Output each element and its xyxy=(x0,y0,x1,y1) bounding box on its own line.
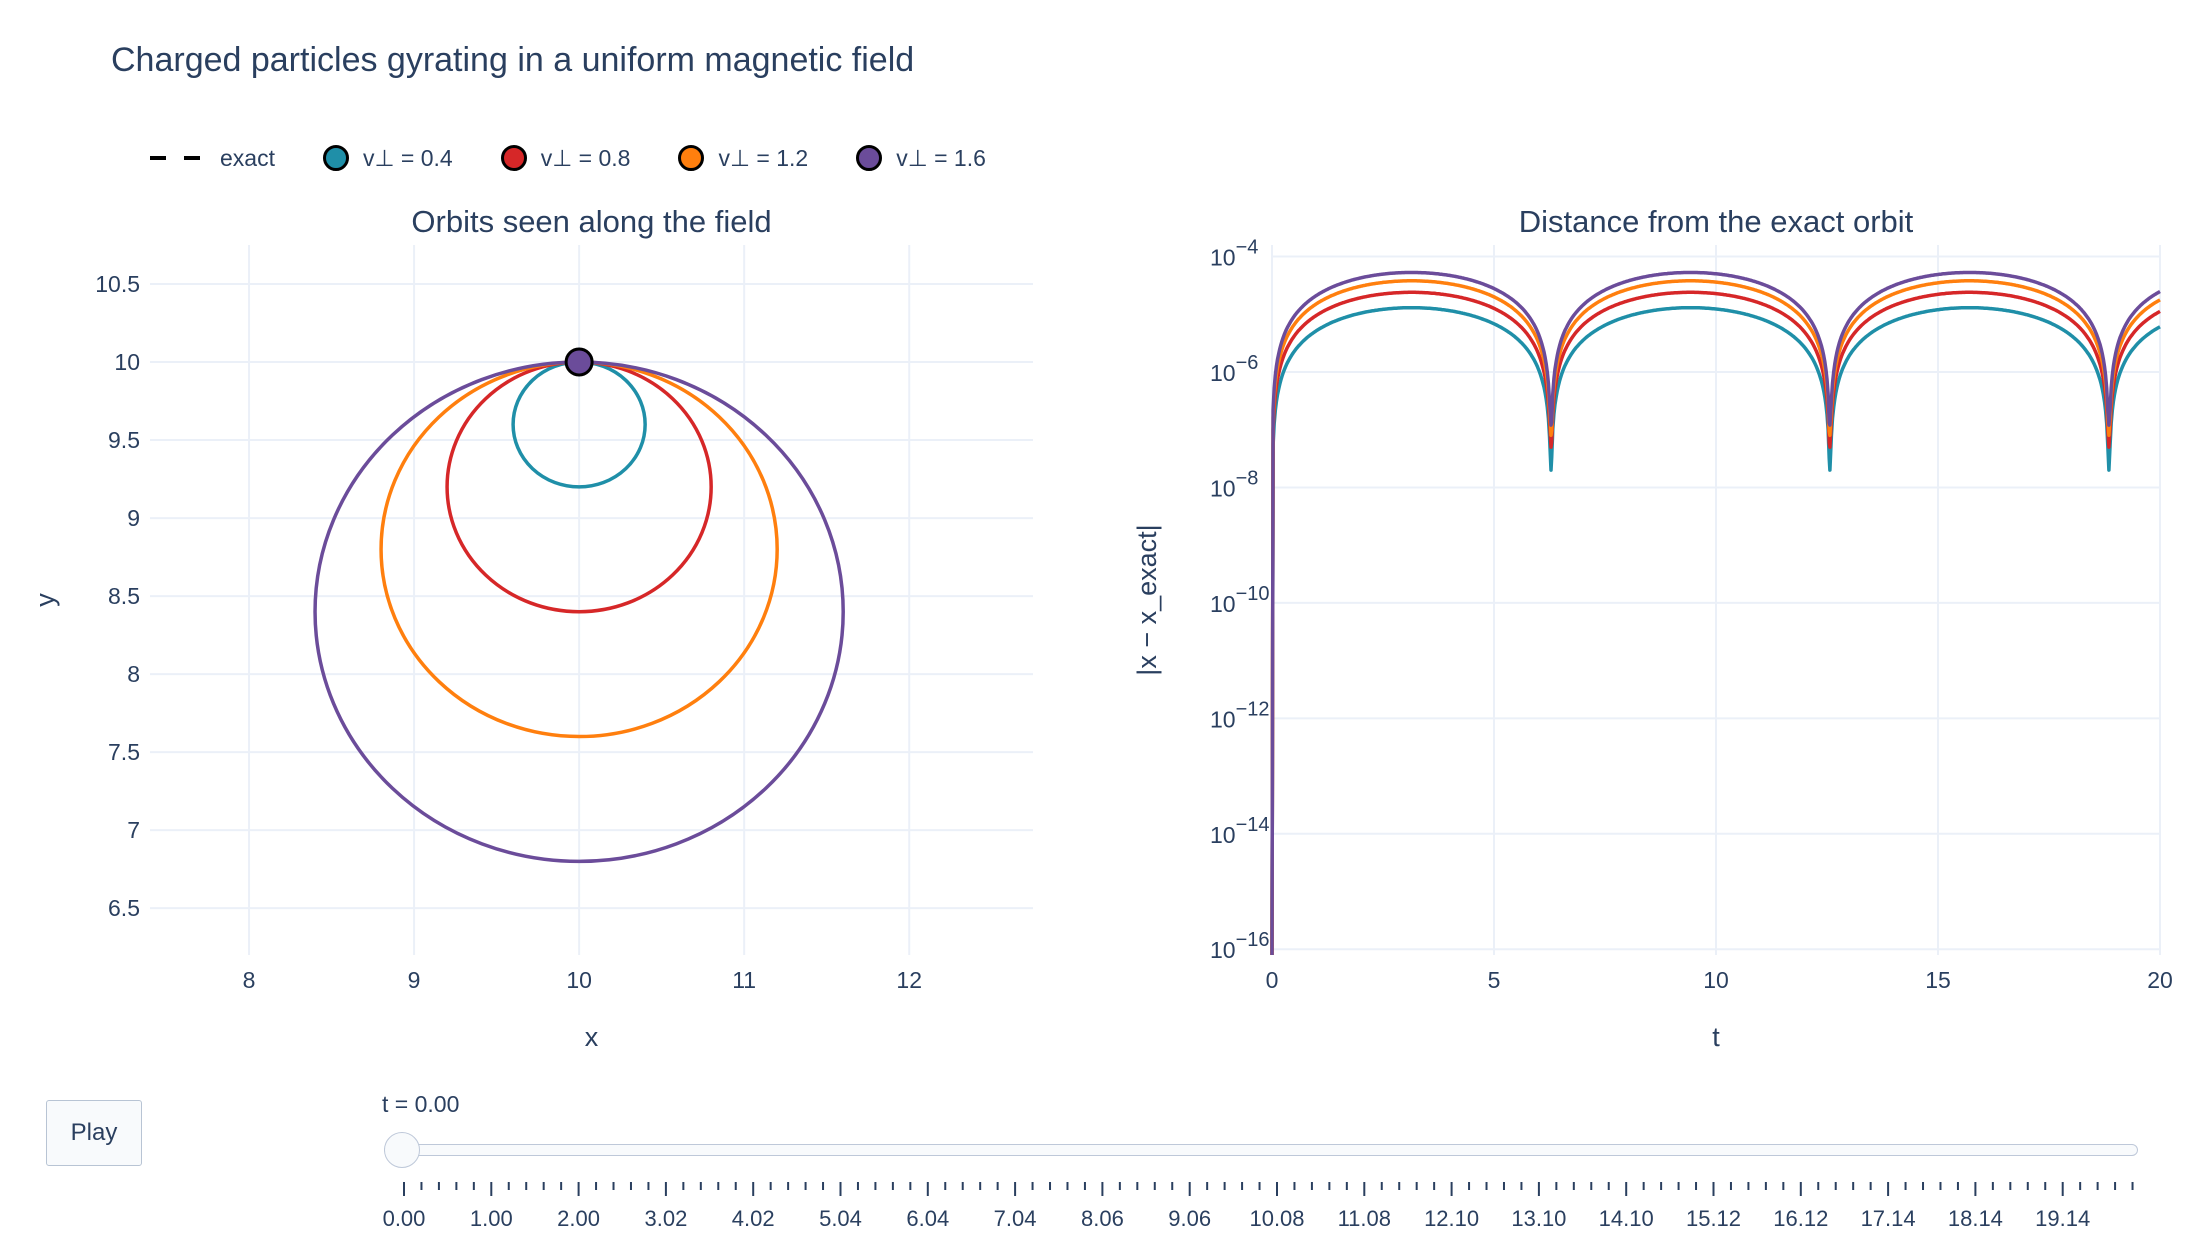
chart-title: Charged particles gyrating in a uniform … xyxy=(111,41,915,79)
y-tick-label: 10−6 xyxy=(1210,352,1258,386)
x-tick-label: 15 xyxy=(1925,967,1951,993)
x-tick-label: 12 xyxy=(896,967,922,993)
legend-marker-symbol xyxy=(678,145,705,171)
legend-item[interactable]: v⊥ = 1.2 xyxy=(668,145,808,172)
y-tick-label: 10−4 xyxy=(1210,237,1258,271)
legend-marker-symbol xyxy=(500,145,527,171)
y-tick-label: 9.5 xyxy=(108,427,140,453)
time-slider-rail[interactable] xyxy=(384,1144,2138,1156)
legend-marker-symbol xyxy=(856,145,883,171)
play-button[interactable]: Play xyxy=(46,1100,142,1166)
particle-marker xyxy=(564,347,594,377)
error-plot: Distance from the exact orbit 10−4 10−6 10−… xyxy=(1132,204,2173,1052)
legend-item[interactable]: v⊥ = 1.6 xyxy=(846,145,986,172)
legend-label: v⊥ = 1.2 xyxy=(718,144,809,171)
x-axis-label: t xyxy=(1712,1022,1720,1052)
y-tick-label: 6.5 xyxy=(108,895,140,921)
orbit-plot: Orbits seen along the field 6.5 7 7.5 8 8.5 9 9… xyxy=(30,204,1033,1052)
y-axis-label: y xyxy=(30,593,60,607)
y-tick-label: 10−16 xyxy=(1210,929,1270,963)
x-tick-label: 10 xyxy=(566,967,592,993)
x-tick-label: 0 xyxy=(1266,967,1279,993)
legend-label: exact xyxy=(220,144,275,171)
y-tick-label: 10 xyxy=(114,349,140,375)
error-trace xyxy=(1270,290,2161,956)
x-tick-label: 5 xyxy=(1488,967,1501,993)
y-tick-label: 8.5 xyxy=(108,583,140,609)
x-tick-label: 9 xyxy=(408,967,421,993)
legend-marker-symbol xyxy=(322,145,349,171)
y-tick-label: 10−8 xyxy=(1210,467,1258,501)
y-tick-label: 10−12 xyxy=(1210,698,1270,732)
slider-current-value: t = 0.00 xyxy=(382,1091,460,1117)
legend-item[interactable]: v⊥ = 0.4 xyxy=(313,145,453,172)
x-axis-label: x xyxy=(585,1022,599,1052)
y-tick-label: 7.5 xyxy=(108,739,140,765)
y-tick-label: 10−10 xyxy=(1210,583,1270,617)
time-slider-handle[interactable] xyxy=(384,1132,420,1168)
error-trace xyxy=(1270,305,2161,956)
x-tick-label: 20 xyxy=(2147,967,2173,993)
error-trace xyxy=(1270,270,2161,956)
legend-label: v⊥ = 0.8 xyxy=(540,144,631,171)
legend-item[interactable]: exact xyxy=(150,145,275,172)
legend: exact v⊥ = 0.4 v⊥ = 0.8 v⊥ = 1.2 v⊥ = 1.6 xyxy=(150,140,1024,176)
y-tick-label: 7 xyxy=(127,817,140,843)
y-tick-label: 8 xyxy=(127,661,140,687)
legend-item[interactable]: v⊥ = 0.8 xyxy=(491,144,631,172)
legend-label: v⊥ = 0.4 xyxy=(362,144,453,171)
x-tick-label: 11 xyxy=(732,967,756,993)
y-axis-label: |x − x_exact| xyxy=(1132,524,1162,675)
subplot-title: Orbits seen along the field xyxy=(411,204,771,239)
error-trace xyxy=(1270,279,2161,956)
legend-dash-symbol xyxy=(150,156,204,160)
legend-label: v⊥ = 1.6 xyxy=(896,144,986,171)
y-tick-label: 9 xyxy=(127,505,140,531)
y-tick-label: 10−14 xyxy=(1210,814,1270,848)
x-tick-label: 8 xyxy=(243,967,256,993)
subplot-title: Distance from the exact orbit xyxy=(1519,204,1914,239)
x-tick-label: 10 xyxy=(1703,967,1729,993)
y-tick-label: 10.5 xyxy=(95,271,140,297)
